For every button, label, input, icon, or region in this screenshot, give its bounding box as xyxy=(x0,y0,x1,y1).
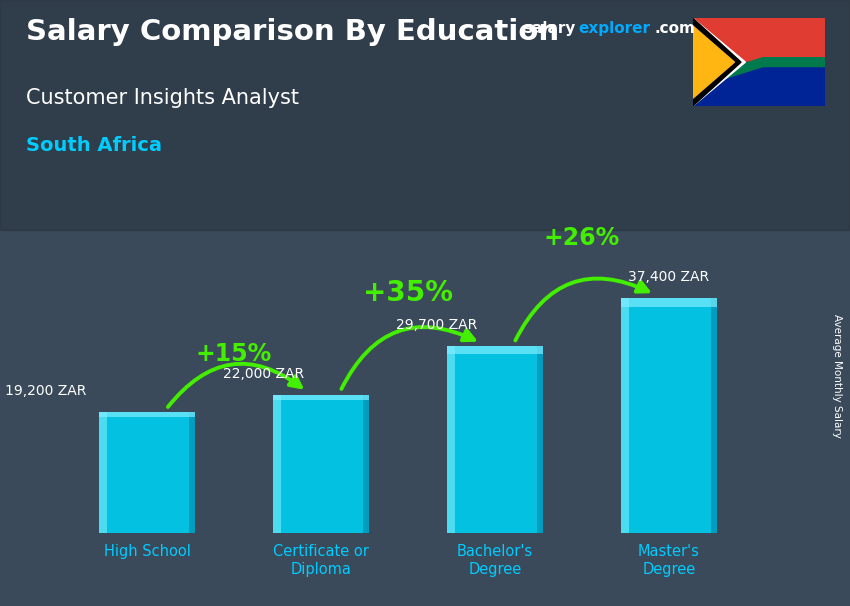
Bar xyxy=(621,298,717,533)
Polygon shape xyxy=(693,18,741,106)
Bar xyxy=(273,395,369,533)
Bar xyxy=(273,395,281,533)
Text: Average Monthly Salary: Average Monthly Salary xyxy=(832,314,842,438)
Bar xyxy=(99,412,195,533)
Text: .com: .com xyxy=(654,21,695,36)
Text: 29,700 ZAR: 29,700 ZAR xyxy=(396,318,478,332)
Text: 37,400 ZAR: 37,400 ZAR xyxy=(628,270,710,284)
Polygon shape xyxy=(693,58,824,88)
Text: +35%: +35% xyxy=(363,279,453,307)
Text: South Africa: South Africa xyxy=(26,136,162,155)
Bar xyxy=(711,298,717,533)
Polygon shape xyxy=(693,26,734,98)
Text: salary: salary xyxy=(523,21,575,36)
Text: 22,000 ZAR: 22,000 ZAR xyxy=(223,367,303,381)
Bar xyxy=(99,412,195,417)
Bar xyxy=(621,298,629,533)
Bar xyxy=(537,346,543,533)
Bar xyxy=(363,395,369,533)
Bar xyxy=(447,346,455,533)
Bar xyxy=(273,395,369,400)
Bar xyxy=(447,346,543,533)
Bar xyxy=(693,18,824,62)
Text: +26%: +26% xyxy=(544,225,620,250)
Text: +15%: +15% xyxy=(196,342,272,365)
Bar xyxy=(693,62,824,106)
Text: Customer Insights Analyst: Customer Insights Analyst xyxy=(26,88,298,108)
Polygon shape xyxy=(693,18,745,106)
Text: explorer: explorer xyxy=(578,21,650,36)
Text: 19,200 ZAR: 19,200 ZAR xyxy=(5,384,86,398)
Bar xyxy=(447,346,543,353)
Text: Salary Comparison By Education: Salary Comparison By Education xyxy=(26,18,558,46)
Bar xyxy=(99,412,107,533)
Bar xyxy=(621,298,717,307)
Bar xyxy=(190,412,195,533)
